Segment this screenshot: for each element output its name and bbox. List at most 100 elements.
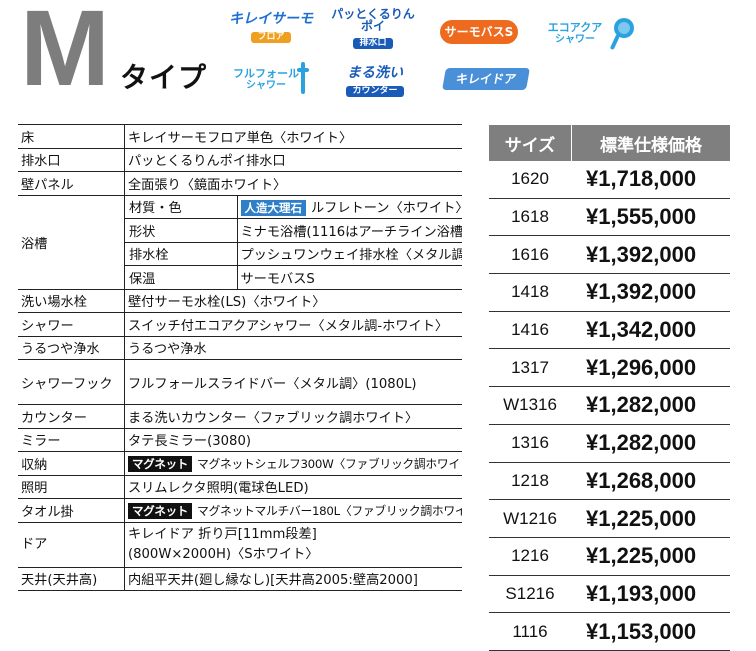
spec-row: 天井(天井高) 内組平天井(廻し縁なし)[天井高2005:壁高2000] <box>18 566 462 591</box>
spec-label-tub: 浴槽 <box>18 194 125 290</box>
price-size: 1620 <box>489 161 572 199</box>
price-size: S1216 <box>489 575 572 614</box>
price-row: 1317 ¥1,296,000 <box>489 348 730 388</box>
spec-label-wall: 壁パネル <box>18 171 125 196</box>
spec-value-counter: まる洗いカウンター〈ファブリック調ホワイト〉 <box>124 404 462 429</box>
badge-maru-arai-counter: まる洗い カウンター <box>346 65 404 97</box>
price-row: 1116 ¥1,153,000 <box>489 612 730 651</box>
spec-value-ceiling: 内組平天井(廻し縁なし)[天井高2005:壁高2000] <box>124 566 462 591</box>
price-size: 1618 <box>489 198 572 237</box>
spec-row: シャワー スイッチ付エコアクアシャワー〈メタル調-ホワイト〉 <box>18 312 462 337</box>
spec-value-keep: サーモバスS <box>237 265 462 290</box>
price-row: 1216 ¥1,225,000 <box>489 537 730 576</box>
spec-value-storage: マグネット マグネットシェルフ300W〈ファブリック調ホワイト〉 <box>124 451 462 476</box>
price-row: 1618 ¥1,555,000 <box>489 198 730 237</box>
price-size: 1218 <box>489 462 572 501</box>
spec-value-shape: ミナモ浴槽(1116はアーチライン浴槽) <box>237 218 462 243</box>
spec-label-ceiling: 天井(天井高) <box>18 566 125 591</box>
price-header-row: サイズ 標準仕様価格 <box>489 125 730 161</box>
spec-row: ドア キレイドア 折り戸[11mm段差] (800W×2000H)〈Sホワイト〉 <box>18 521 462 568</box>
spec-row: 排水栓 プッシュワンウェイ排水栓〈メタル調〉 <box>18 241 462 266</box>
price-size: 1616 <box>489 235 572 275</box>
badge-kururin-drain: パッとくるりんポイ 排水口 <box>331 7 415 49</box>
price-size: W1216 <box>489 499 572 538</box>
price-row: 1218 ¥1,268,000 <box>489 462 730 501</box>
price-value: ¥1,555,000 <box>571 198 730 237</box>
badge-thermo-bath: サーモバスS <box>440 20 518 44</box>
spec-value-water: うるつや浄水 <box>124 335 462 360</box>
spec-value-shower: スイッチ付エコアクアシャワー〈メタル調-ホワイト〉 <box>124 312 462 337</box>
spec-row: 洗い場水栓 壁付サーモ水栓(LS)〈ホワイト〉 <box>18 288 462 313</box>
spec-row: 床 キレイサーモフロア単色〈ホワイト〉 <box>18 124 462 149</box>
price-col-price: 標準仕様価格 <box>571 125 730 161</box>
spec-label-shower: シャワー <box>18 312 125 337</box>
price-value: ¥1,392,000 <box>571 273 730 312</box>
price-size: 1416 <box>489 311 572 350</box>
spec-label-storage: 収納 <box>18 451 125 476</box>
header: M タイプ キレイサーモ フロア パッとくるりんポイ 排水口 サーモバスS エコ… <box>0 0 756 118</box>
spec-row: 排水口 パッとくるりんポイ排水口 <box>18 147 462 172</box>
price-value: ¥1,296,000 <box>571 348 730 388</box>
price-size: 1316 <box>489 424 572 463</box>
price-value: ¥1,342,000 <box>571 311 730 350</box>
spec-value-faucet: 壁付サーモ水栓(LS)〈ホワイト〉 <box>124 288 462 313</box>
price-value: ¥1,225,000 <box>571 499 730 538</box>
price-size: 1317 <box>489 348 572 388</box>
spec-row: ミラー タテ長ミラー(3080) <box>18 427 462 452</box>
spec-row: 浴槽 材質・色 人造大理石 ルフレトーン〈ホワイト〉 <box>18 194 462 290</box>
spec-label-mirror: ミラー <box>18 427 125 452</box>
price-size: W1316 <box>489 386 572 425</box>
spec-row: シャワーフック フルフォールスライドバー〈メタル調〉(1080L) <box>18 359 462 405</box>
spec-value-hook: フルフォールスライドバー〈メタル調〉(1080L) <box>124 359 462 405</box>
price-row: W1216 ¥1,225,000 <box>489 499 730 538</box>
spec-label-door: ドア <box>18 521 125 568</box>
spec-row: 照明 スリムレクタ照明(電球色LED) <box>18 474 462 499</box>
spec-label-water: うるつや浄水 <box>18 335 125 360</box>
spec-label-faucet: 洗い場水栓 <box>18 288 125 313</box>
spec-label-floor: 床 <box>18 124 125 149</box>
spec-row: 収納 マグネット マグネットシェルフ300W〈ファブリック調ホワイト〉 <box>18 451 462 476</box>
spec-value-wall: 全面張り〈鏡面ホワイト〉 <box>124 171 462 196</box>
type-letter: M <box>20 0 110 108</box>
spec-label-drain: 排水口 <box>18 147 125 172</box>
spec-label-light: 照明 <box>18 474 125 499</box>
spec-value-material: 人造大理石 ルフレトーン〈ホワイト〉 <box>237 194 462 219</box>
spec-row: 形状 ミナモ浴槽(1116はアーチライン浴槽) <box>18 218 462 243</box>
magnet-tag: マグネット <box>128 455 192 472</box>
spec-value-towel: マグネット マグネットマルチバー180L〈ファブリック調ホワイト〉 <box>124 498 462 523</box>
spec-label-counter: カウンター <box>18 404 125 429</box>
price-row: 1418 ¥1,392,000 <box>489 273 730 312</box>
price-size: 1116 <box>489 612 572 651</box>
price-row: 1416 ¥1,342,000 <box>489 311 730 350</box>
spec-value-door: キレイドア 折り戸[11mm段差] (800W×2000H)〈Sホワイト〉 <box>124 521 462 568</box>
spec-label-towel: タオル掛 <box>18 498 125 523</box>
spec-sublabel-material: 材質・色 <box>124 194 238 219</box>
spec-sublabel-shape: 形状 <box>124 218 238 243</box>
shower-head-icon <box>610 18 634 50</box>
badge-full-fall-shower: フルフォール シャワー <box>233 67 299 91</box>
spec-value-floor: キレイサーモフロア単色〈ホワイト〉 <box>124 124 462 149</box>
price-value: ¥1,225,000 <box>571 537 730 576</box>
spec-sublabel-keep: 保温 <box>124 265 238 290</box>
magnet-tag: マグネット <box>128 502 192 519</box>
spec-label-hook: シャワーフック <box>18 359 125 405</box>
price-table: サイズ 標準仕様価格 1620 ¥1,718,000 1618 ¥1,555,000 1… <box>489 125 730 651</box>
price-size: 1216 <box>489 537 572 576</box>
spec-row: タオル掛 マグネット マグネットマルチバー180L〈ファブリック調ホワイト〉 <box>18 498 462 523</box>
price-value: ¥1,392,000 <box>571 235 730 275</box>
price-value: ¥1,268,000 <box>571 462 730 501</box>
slide-bar-icon <box>297 62 309 94</box>
spec-table: 床 キレイサーモフロア単色〈ホワイト〉 排水口 パッとくるりんポイ排水口 壁パネ… <box>18 124 462 591</box>
spec-value-plug: プッシュワンウェイ排水栓〈メタル調〉 <box>237 241 462 266</box>
spec-value-mirror: タテ長ミラー(3080) <box>124 427 462 452</box>
price-value: ¥1,193,000 <box>571 575 730 614</box>
price-col-size: サイズ <box>489 125 572 161</box>
price-row: 1316 ¥1,282,000 <box>489 424 730 463</box>
price-row: S1216 ¥1,193,000 <box>489 575 730 614</box>
price-row: W1316 ¥1,282,000 <box>489 386 730 425</box>
badge-kirei-door: キレイドア <box>442 68 530 90</box>
price-value: ¥1,718,000 <box>571 161 730 199</box>
price-value: ¥1,282,000 <box>571 386 730 425</box>
type-label: タイプ <box>120 61 208 94</box>
spec-value-drain: パッとくるりんポイ排水口 <box>124 147 462 172</box>
